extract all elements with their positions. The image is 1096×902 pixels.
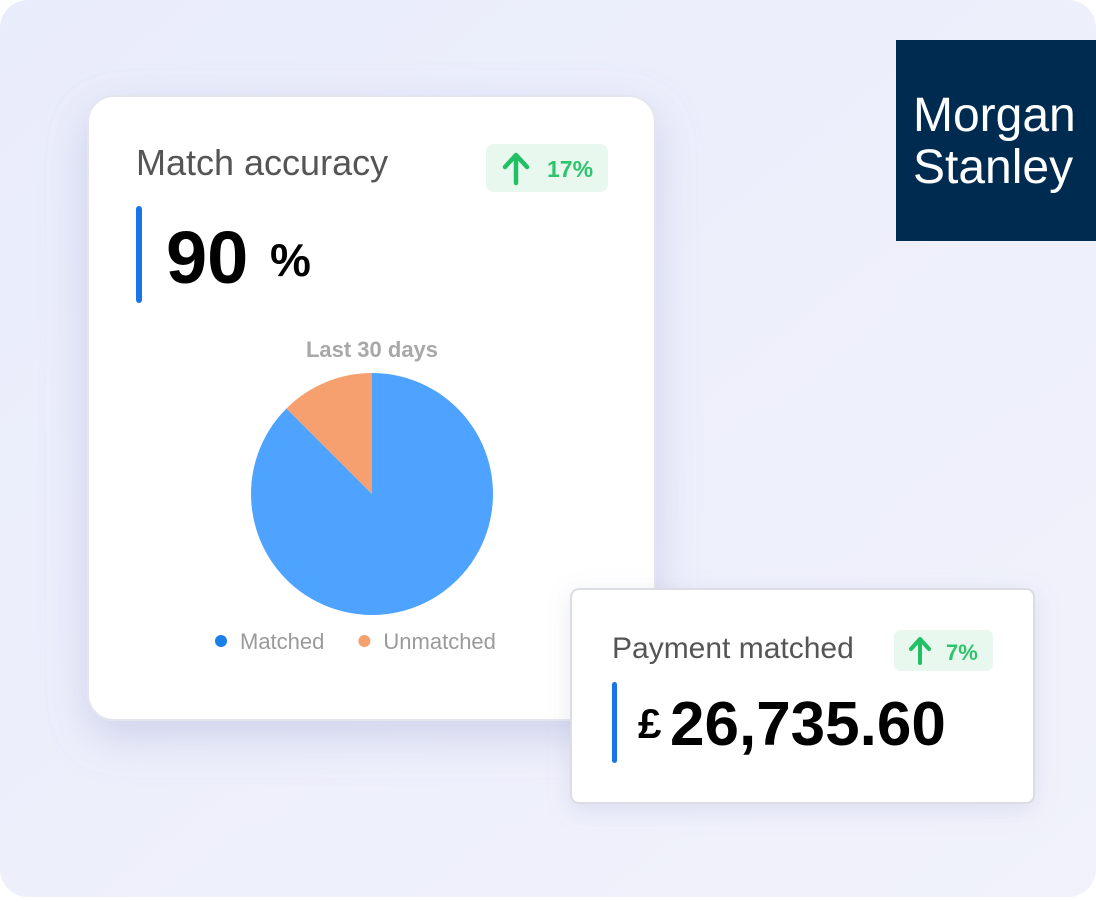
up-arrow bbox=[909, 637, 931, 665]
logo-text: Morgan bbox=[913, 89, 1076, 142]
change-text: 17% bbox=[547, 156, 593, 182]
amount: 26,735.60 bbox=[670, 690, 946, 759]
legend-dot bbox=[215, 635, 227, 647]
logo-text: Stanley bbox=[913, 141, 1073, 194]
unit: % bbox=[270, 234, 311, 286]
legend: Matched Unmatched bbox=[215, 629, 496, 654]
card-title: Payment matched bbox=[612, 632, 854, 665]
currency: £ bbox=[638, 700, 661, 747]
legend-label: Unmatched bbox=[383, 629, 496, 654]
accent-bar bbox=[136, 206, 142, 303]
big-value: 90 bbox=[166, 216, 248, 299]
legend-dot bbox=[358, 635, 371, 647]
pie bbox=[251, 372, 494, 615]
change-badge bbox=[894, 630, 993, 671]
legend-label: Matched bbox=[240, 629, 324, 654]
chart-title: Last 30 days bbox=[306, 337, 438, 362]
accent-bar bbox=[612, 682, 617, 763]
card-title: Match accuracy bbox=[136, 142, 388, 183]
pie-slice bbox=[286, 372, 372, 494]
up-arrow bbox=[502, 152, 530, 186]
logo-box bbox=[896, 40, 1096, 241]
change-text: 7% bbox=[946, 640, 978, 665]
